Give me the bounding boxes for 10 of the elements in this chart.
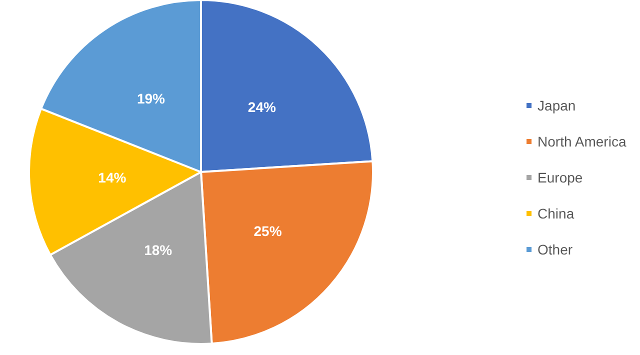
data-label: 14% bbox=[98, 170, 127, 186]
legend-label: China bbox=[538, 206, 574, 222]
data-label: 25% bbox=[254, 222, 282, 239]
legend-label: North America bbox=[538, 134, 626, 150]
data-label: 19% bbox=[136, 90, 166, 106]
legend-label: Other bbox=[538, 242, 573, 258]
legend-label: Europe bbox=[538, 170, 583, 186]
data-label: 18% bbox=[144, 242, 173, 258]
legend-label: Japan bbox=[538, 98, 576, 114]
data-label: 24% bbox=[248, 99, 276, 116]
